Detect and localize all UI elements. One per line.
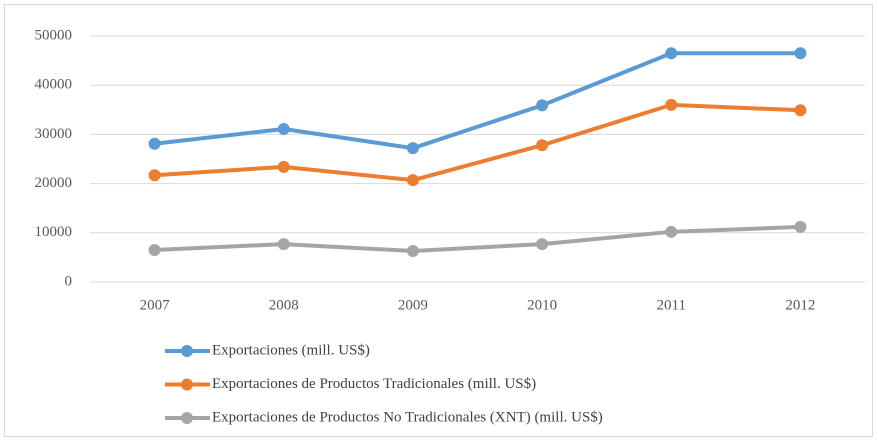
- series-line: [154, 224, 801, 254]
- x-tick-label: 2012: [785, 297, 815, 313]
- series-marker: [794, 220, 807, 233]
- y-tick-label: 30000: [35, 126, 73, 142]
- series-marker: [406, 174, 419, 187]
- legend-marker: [181, 378, 193, 391]
- y-tick-label: 50000: [35, 27, 73, 43]
- series-marker: [665, 47, 678, 60]
- series-marker: [794, 104, 807, 117]
- legend-label: Exportaciones de Productos Tradicionales…: [212, 376, 536, 392]
- series-marker: [277, 160, 290, 173]
- y-tick-label: 20000: [35, 175, 73, 191]
- series-marker: [148, 137, 161, 150]
- series-marker: [794, 47, 807, 60]
- series-line: [154, 102, 801, 183]
- chart-border: [4, 4, 873, 437]
- x-tick-label: 2010: [527, 297, 557, 313]
- series-marker: [536, 99, 549, 112]
- series-marker: [277, 238, 290, 251]
- series-marker: [665, 98, 678, 111]
- series-marker: [148, 244, 161, 257]
- series-marker: [277, 122, 290, 135]
- series-marker: [665, 225, 678, 238]
- y-tick-label: 10000: [35, 224, 73, 240]
- x-tick-label: 2008: [269, 297, 299, 313]
- y-tick-label: 0: [65, 273, 73, 289]
- x-tick-label: 2011: [657, 297, 686, 313]
- series-marker: [406, 245, 419, 258]
- legend-marker: [181, 412, 193, 424]
- legend-label: Exportaciones (mill. US$): [212, 342, 370, 358]
- legend-label: Exportaciones de Productos No Tradiciona…: [212, 409, 603, 425]
- y-tick-label: 40000: [35, 77, 73, 93]
- x-tick-label: 2009: [398, 297, 428, 313]
- x-tick-label: 2007: [140, 297, 171, 313]
- series-marker: [536, 139, 549, 152]
- series-line: [154, 51, 801, 151]
- legend: Exportaciones (mill. US$) Exportaciones d…: [165, 342, 603, 425]
- series-marker: [536, 238, 549, 251]
- series-marker: [148, 169, 161, 182]
- series-marker: [406, 142, 419, 155]
- legend-marker: [181, 345, 193, 357]
